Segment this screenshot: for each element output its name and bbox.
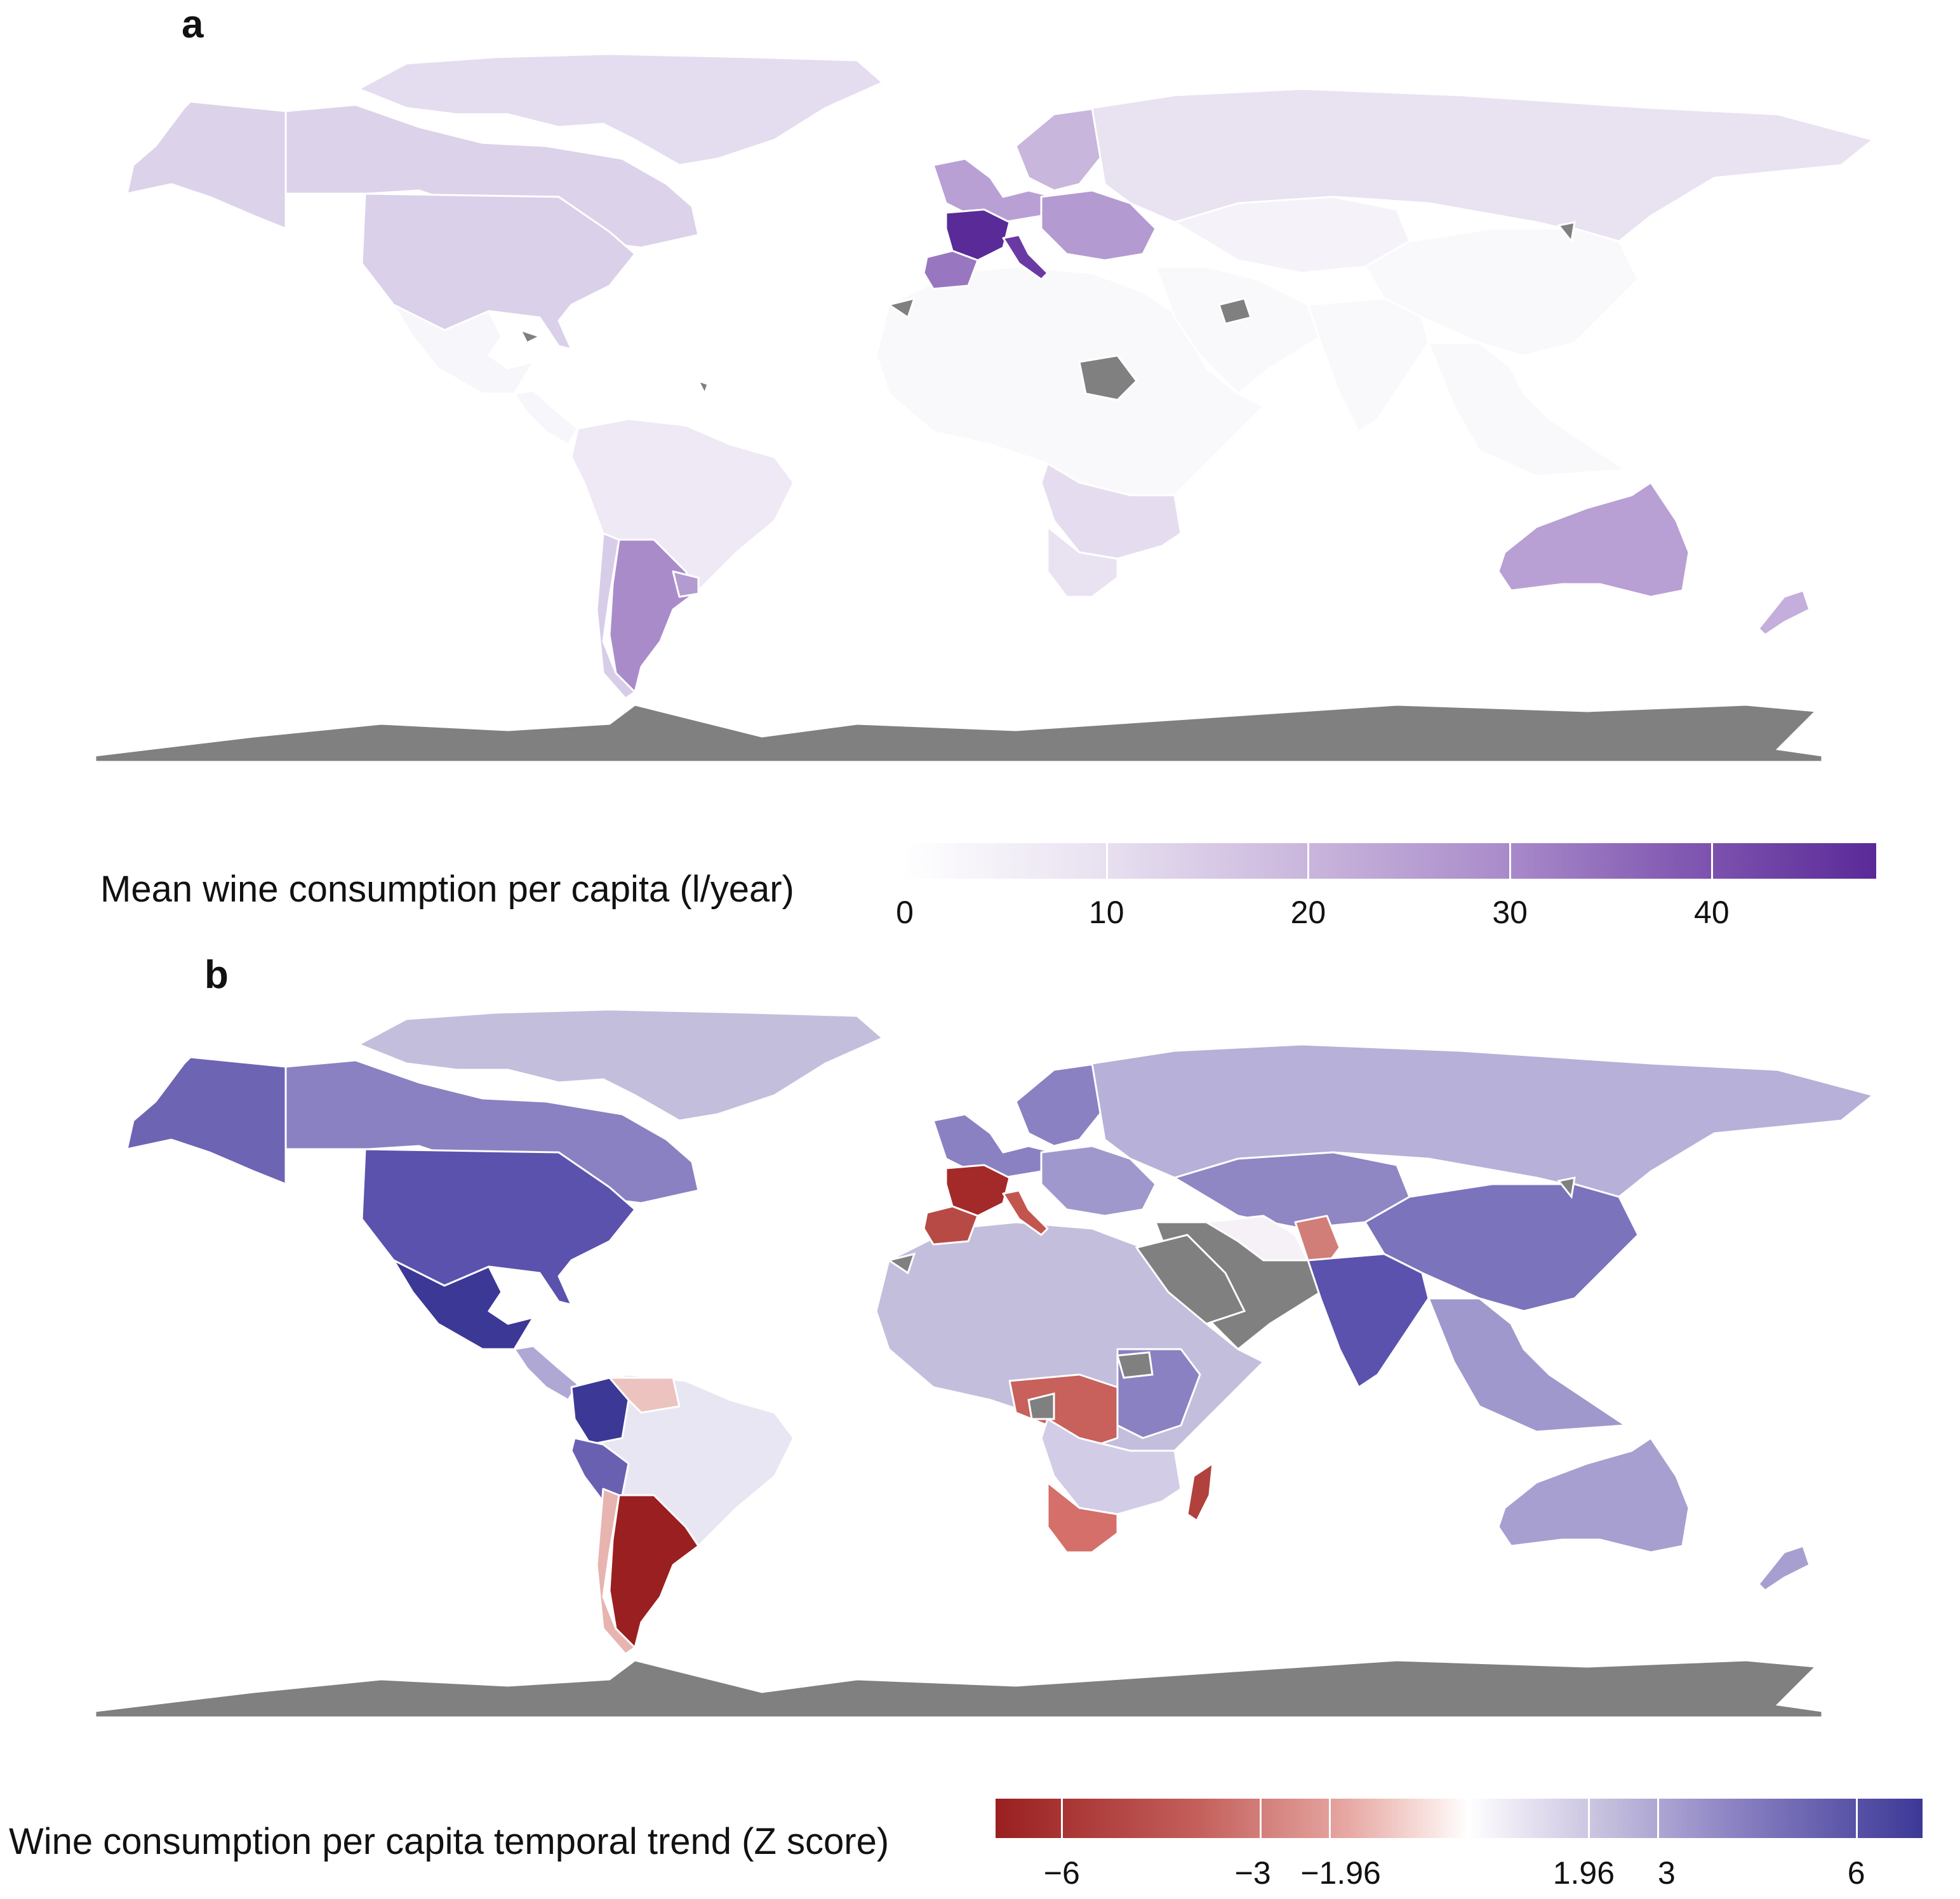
region-southeast-asia — [1427, 1297, 1627, 1433]
region-alaska — [126, 100, 287, 230]
region-oman — [1218, 297, 1252, 325]
legend-tick-label: 40 — [1694, 895, 1730, 930]
region-south-africa — [1046, 526, 1119, 598]
region-india — [1307, 297, 1430, 433]
region-arabian-peninsula — [1135, 1234, 1246, 1325]
legend-tick-mark — [1509, 843, 1512, 879]
legend-tick-mark — [904, 843, 906, 879]
region-africa-south — [1040, 462, 1182, 560]
region-italy — [1002, 1189, 1049, 1236]
region-iberia — [923, 1205, 979, 1246]
region-france — [945, 208, 1011, 262]
region-argentina — [608, 1494, 700, 1649]
region-south-america-north — [570, 418, 795, 598]
region-cuba — [519, 328, 542, 345]
legend-tick-label: 6 — [1847, 1855, 1865, 1891]
region-southeast-asia — [1427, 342, 1627, 477]
legend-tick-mark — [1105, 843, 1108, 879]
region-uruguay — [672, 570, 700, 598]
region-eastern-europe — [1040, 1145, 1157, 1217]
legend-tick-mark — [1061, 1799, 1063, 1838]
map-panel-a — [94, 53, 1874, 763]
region-france — [945, 1164, 1011, 1217]
region-gabon — [1027, 1392, 1055, 1420]
region-antarctica — [94, 1659, 1823, 1719]
region-greenland — [357, 53, 884, 166]
region-middle-east — [1154, 265, 1322, 395]
legend-tick-mark — [1657, 1799, 1659, 1838]
legend-b-colorbar — [996, 1799, 1923, 1838]
region-venezuela — [608, 1376, 681, 1414]
region-new-zealand — [1757, 1545, 1811, 1592]
legend-tick-label: 3 — [1657, 1855, 1676, 1891]
region-french-guiana — [697, 379, 709, 396]
region-australia — [1497, 1437, 1690, 1554]
region-south-sudan — [1116, 1351, 1154, 1379]
region-western-sahara — [886, 1252, 916, 1275]
region-new-zealand — [1757, 589, 1811, 636]
region-iberia — [923, 250, 979, 290]
region-india — [1307, 1253, 1430, 1389]
legend-tick-label: 30 — [1492, 895, 1528, 930]
legend-tick-label: −1.96 — [1300, 1855, 1381, 1891]
legend-tick-mark — [1328, 1799, 1331, 1838]
region-north-korea — [1557, 1176, 1576, 1199]
region-eastern-europe — [1040, 189, 1157, 262]
legend-b-title: Wine consumption per capita temporal tre… — [9, 1821, 890, 1862]
legend-a-colorbar — [902, 843, 1876, 879]
region-central-america — [513, 1345, 579, 1401]
legend-tick-label: 20 — [1290, 895, 1326, 930]
region-western-sahara — [886, 297, 916, 319]
panel-a-label: a — [182, 3, 204, 46]
legend-tick-mark — [1588, 1799, 1590, 1838]
legend-tick-label: 0 — [896, 895, 914, 930]
region-africa-south — [1040, 1418, 1182, 1516]
panel-b-label: b — [204, 953, 229, 997]
region-mexico — [392, 303, 535, 395]
region-australia — [1497, 481, 1690, 598]
region-central-america — [513, 389, 579, 446]
region-alaska — [126, 1056, 287, 1185]
legend-tick-label: −3 — [1234, 1855, 1271, 1891]
map-panel-b — [94, 1008, 1874, 1719]
region-south-africa — [1046, 1481, 1119, 1554]
region-antarctica — [94, 703, 1823, 763]
region-north-korea — [1557, 221, 1576, 244]
legend-tick-label: 1.96 — [1552, 1855, 1615, 1891]
region-greenland — [357, 1008, 884, 1122]
legend-tick-label: 10 — [1088, 895, 1124, 930]
legend-tick-mark — [1307, 843, 1310, 879]
legend-tick-mark — [1260, 1799, 1262, 1838]
region-africa-north — [875, 265, 1265, 496]
legend-a-title: Mean wine consumption per capita (l/year… — [100, 869, 794, 910]
legend-tick-mark — [1710, 843, 1713, 879]
region-italy — [1002, 234, 1049, 281]
region-madagascar — [1186, 1462, 1214, 1522]
legend-tick-mark — [1855, 1799, 1858, 1838]
legend-tick-label: −6 — [1043, 1855, 1080, 1891]
region-mexico — [392, 1259, 535, 1350]
region-sudan — [1078, 354, 1138, 401]
